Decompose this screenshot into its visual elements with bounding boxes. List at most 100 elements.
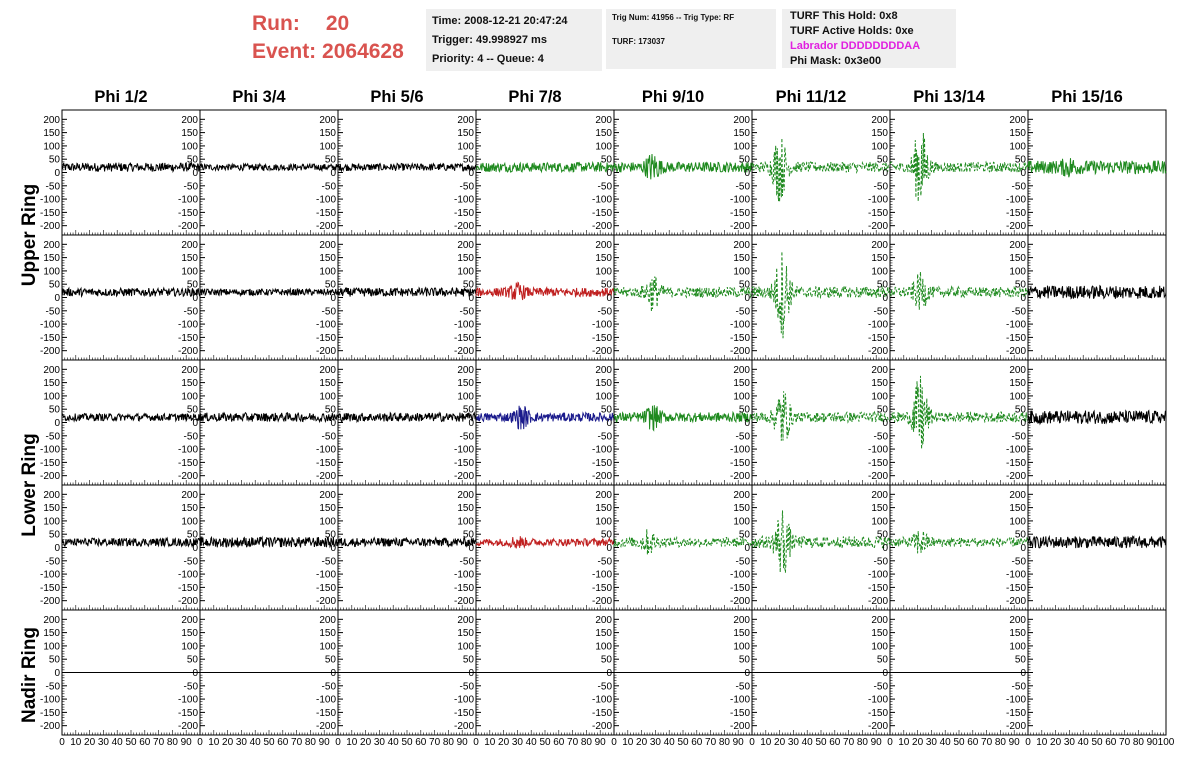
y-tick-label: 150	[319, 628, 336, 639]
y-tick-label: 0	[192, 543, 198, 554]
waveform-trace	[751, 251, 891, 339]
y-tick-label: -100	[316, 320, 336, 331]
y-tick-label: -100	[730, 445, 750, 456]
y-tick-label: 150	[595, 253, 612, 264]
y-tick-label: 100	[595, 641, 612, 652]
x-tick-label: 70	[567, 737, 579, 748]
y-tick-label: 0	[1020, 543, 1026, 554]
y-tick-label: 200	[43, 615, 60, 626]
waveform-trace	[199, 162, 339, 173]
y-tick-label: 150	[1009, 503, 1026, 514]
x-tick-label: 10	[70, 737, 82, 748]
y-tick-label: 0	[882, 418, 888, 429]
y-tick-label: -200	[1006, 346, 1026, 357]
y-tick-label: 50	[463, 530, 475, 541]
y-tick-label: -150	[1006, 708, 1026, 719]
y-tick-label: 150	[457, 128, 474, 139]
y-tick-label: 0	[330, 418, 336, 429]
y-tick-label: -200	[1006, 221, 1026, 232]
x-tick-label: 0	[473, 737, 479, 748]
x-tick-label: 50	[539, 737, 551, 748]
y-tick-label: 0	[606, 168, 612, 179]
x-tick-label: 70	[843, 737, 855, 748]
y-tick-label: -50	[322, 431, 337, 442]
y-tick-label: 50	[1015, 155, 1027, 166]
x-tick-label: 20	[360, 737, 372, 748]
y-tick-label: 50	[877, 530, 889, 541]
y-tick-label: 150	[181, 503, 198, 514]
x-tick-label: 70	[291, 737, 303, 748]
column-title-phi-3-4: Phi 3/4	[232, 88, 286, 106]
this-hold-text: TURF This Hold: 0x8	[790, 10, 898, 22]
y-tick-label: 50	[877, 155, 889, 166]
panel-frame	[1027, 609, 1167, 736]
y-tick-label: 200	[43, 115, 60, 126]
y-tick-label: 50	[187, 155, 199, 166]
y-tick-label: -100	[454, 695, 474, 706]
y-tick-label: 150	[595, 503, 612, 514]
y-tick-label: -100	[1006, 445, 1026, 456]
y-tick-label: 50	[187, 655, 199, 666]
y-tick-label: -50	[322, 681, 337, 692]
y-tick-label: -100	[1006, 695, 1026, 706]
trig-num-box: Trig Num: 41956 -- Trig Type: RF TURF: 1…	[606, 9, 776, 69]
x-tick-label: 40	[802, 737, 814, 748]
y-tick-label: 200	[595, 240, 612, 251]
waveform-trace	[199, 535, 339, 549]
y-tick-label: 50	[49, 155, 61, 166]
y-tick-label: -200	[592, 596, 612, 607]
y-tick-label: 200	[595, 615, 612, 626]
y-tick-label: 150	[595, 628, 612, 639]
y-tick-label: 50	[877, 405, 889, 416]
y-tick-label: -50	[460, 181, 475, 192]
y-tick-label: 0	[192, 418, 198, 429]
y-tick-label: 150	[181, 128, 198, 139]
y-tick-label: 50	[739, 530, 751, 541]
y-tick-label: -50	[184, 181, 199, 192]
y-tick-label: -50	[598, 181, 613, 192]
y-tick-label: 0	[1020, 418, 1026, 429]
x-tick-label: 10	[760, 737, 772, 748]
y-tick-label: -50	[322, 556, 337, 567]
y-tick-label: -100	[868, 320, 888, 331]
y-tick-label: -100	[592, 695, 612, 706]
y-tick-label: 150	[43, 378, 60, 389]
x-tick-label: 40	[664, 737, 676, 748]
y-tick-label: 150	[871, 378, 888, 389]
waveform-trace	[337, 411, 477, 424]
y-tick-label: 150	[319, 503, 336, 514]
y-tick-label: 200	[319, 240, 336, 251]
y-tick-label: 200	[319, 490, 336, 501]
y-tick-label: 100	[1009, 141, 1026, 152]
y-tick-label: 200	[733, 615, 750, 626]
x-tick-label: 80	[305, 737, 317, 748]
y-tick-label: 100	[43, 641, 60, 652]
y-tick-label: 0	[54, 168, 60, 179]
y-tick-label: -100	[316, 445, 336, 456]
y-tick-label: 50	[463, 655, 475, 666]
y-tick-label: -50	[46, 681, 61, 692]
y-tick-label: 150	[595, 378, 612, 389]
y-tick-label: 0	[468, 543, 474, 554]
y-tick-label: 50	[49, 280, 61, 291]
y-tick-label: -50	[736, 431, 751, 442]
waveform-trace	[1027, 409, 1167, 426]
x-tick-label: 20	[1050, 737, 1062, 748]
y-tick-label: 150	[181, 628, 198, 639]
y-tick-label: 0	[606, 418, 612, 429]
x-tick-label: 30	[374, 737, 386, 748]
y-tick-label: -50	[874, 306, 889, 317]
y-tick-label: -100	[730, 320, 750, 331]
y-tick-label: -150	[592, 458, 612, 469]
y-tick-label: 150	[1009, 628, 1026, 639]
y-tick-label: -100	[592, 570, 612, 581]
y-tick-label: -200	[730, 221, 750, 232]
labrador-text: Labrador DDDDDDDDAA	[790, 40, 921, 52]
y-tick-label: 100	[319, 266, 336, 277]
y-tick-label: 100	[871, 266, 888, 277]
y-tick-label: -150	[1006, 583, 1026, 594]
y-tick-label: 100	[181, 641, 198, 652]
y-tick-label: -50	[1012, 181, 1027, 192]
column-title-phi-9-10: Phi 9/10	[641, 88, 705, 106]
